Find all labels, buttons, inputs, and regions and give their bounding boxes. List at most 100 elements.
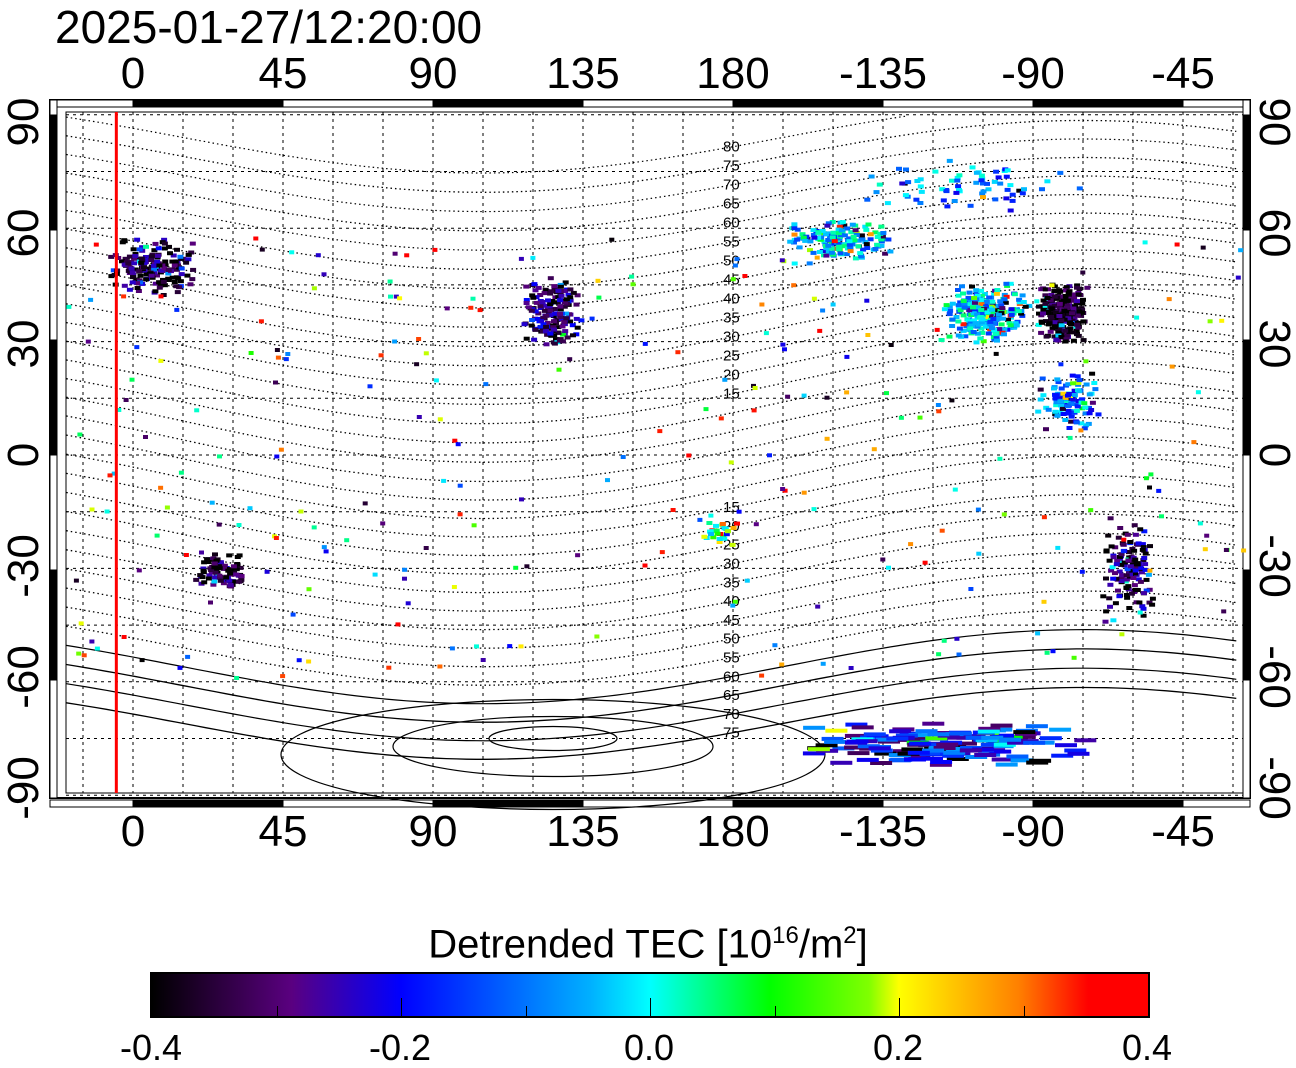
tec-data-point xyxy=(940,198,947,203)
tec-data-point xyxy=(306,587,312,592)
tec-data-point xyxy=(960,322,967,327)
tec-data-point xyxy=(978,326,985,331)
tec-data-point xyxy=(123,398,129,402)
colorbar xyxy=(150,972,1150,1018)
tec-data-point xyxy=(1070,330,1076,335)
tec-data-point xyxy=(556,367,562,372)
tec-data-point xyxy=(1068,322,1074,326)
tec-data-point xyxy=(1076,309,1083,314)
tec-data-point xyxy=(85,339,91,344)
tec-data-point xyxy=(657,429,663,434)
tec-data-point xyxy=(235,579,242,584)
tec-data-point xyxy=(954,175,961,180)
tec-data-point xyxy=(547,313,554,318)
tec-data-point xyxy=(543,288,550,293)
tec-data-point xyxy=(1001,332,1007,337)
tec-data-point xyxy=(1010,758,1033,763)
tec-data-point xyxy=(158,294,164,299)
tec-data-point xyxy=(949,398,955,403)
tec-data-point xyxy=(887,249,894,254)
tec-data-point xyxy=(978,293,985,298)
tec-data-point xyxy=(987,322,994,327)
tec-data-point xyxy=(1063,333,1070,338)
tec-data-point xyxy=(1045,287,1051,292)
tec-data-point xyxy=(851,238,858,243)
tec-data-point xyxy=(1054,377,1061,382)
tec-data-point xyxy=(844,226,851,231)
tec-data-point xyxy=(125,261,132,266)
tec-data-point xyxy=(94,646,100,651)
tec-data-point xyxy=(543,342,550,347)
tec-data-point xyxy=(289,250,295,255)
colorbar-tick xyxy=(276,1006,278,1016)
tec-data-point xyxy=(751,408,757,413)
tec-data-point xyxy=(752,386,758,390)
tec-data-point xyxy=(979,317,986,322)
tec-data-point xyxy=(234,562,241,566)
tec-data-point xyxy=(143,435,148,439)
tec-data-point xyxy=(1124,595,1131,600)
tec-data-point xyxy=(550,325,557,330)
tec-data-point xyxy=(470,296,476,301)
tec-data-point xyxy=(1043,319,1049,324)
left-latitude-label: 90 xyxy=(0,97,48,147)
tec-data-point xyxy=(1068,402,1075,406)
left-latitude-label: 0 xyxy=(0,442,48,468)
colorbar-label: Detrended TEC [1016/m2] xyxy=(0,914,1296,966)
tec-data-point xyxy=(1140,545,1147,550)
tec-data-point xyxy=(1103,576,1109,581)
tec-data-point xyxy=(1043,427,1049,432)
tec-data-point xyxy=(230,564,237,569)
tec-data-point xyxy=(1057,289,1064,294)
tec-data-point xyxy=(718,416,724,421)
tec-data-point xyxy=(151,248,158,253)
tec-data-point xyxy=(708,513,714,518)
tec-data-point xyxy=(205,576,212,581)
colorbar-label-exponent2: 2 xyxy=(843,922,857,949)
tec-data-point xyxy=(1019,293,1026,298)
tec-data-point xyxy=(129,377,135,382)
tec-data-point xyxy=(551,286,558,291)
tec-data-point xyxy=(864,246,871,250)
magnetic-latitude-contour xyxy=(66,455,1237,538)
tec-data-point xyxy=(953,190,960,195)
frame-scale-bar xyxy=(132,99,284,108)
tec-data-point xyxy=(152,281,159,286)
tec-data-point xyxy=(670,508,676,512)
tec-data-point xyxy=(206,573,213,578)
tec-data-point xyxy=(1103,548,1110,553)
tec-data-point xyxy=(432,247,438,252)
tec-data-point xyxy=(734,257,740,262)
tec-data-point xyxy=(539,319,544,324)
tec-data-point xyxy=(1075,325,1082,330)
tec-data-point xyxy=(1109,565,1116,570)
tec-data-point xyxy=(807,239,814,244)
tec-data-point xyxy=(1063,319,1070,324)
tec-data-point xyxy=(172,259,179,264)
tec-data-point xyxy=(1141,556,1148,560)
tec-data-point xyxy=(994,317,1001,322)
tec-data-point xyxy=(1073,328,1080,333)
tec-data-point xyxy=(544,332,551,337)
tec-data-point xyxy=(158,485,164,490)
tec-data-point xyxy=(188,250,195,255)
tec-data-point xyxy=(152,241,159,246)
tec-data-point xyxy=(1015,309,1022,314)
tec-data-point xyxy=(659,550,665,555)
tec-data-point xyxy=(1035,322,1042,327)
tec-data-point xyxy=(865,333,871,337)
tec-data-point xyxy=(847,245,854,250)
tec-data-point xyxy=(1075,292,1082,297)
tec-data-point xyxy=(922,560,928,565)
tec-data-point xyxy=(780,487,786,491)
tec-data-point xyxy=(395,622,401,627)
tec-data-point xyxy=(787,239,794,244)
tec-data-point xyxy=(1053,403,1060,408)
tec-data-point xyxy=(248,351,254,355)
tec-data-point xyxy=(791,240,797,245)
tec-data-point xyxy=(149,275,156,280)
tec-data-point xyxy=(863,732,886,737)
tec-data-point xyxy=(217,454,222,459)
tec-data-point xyxy=(273,536,279,540)
tec-data-point xyxy=(763,331,769,336)
